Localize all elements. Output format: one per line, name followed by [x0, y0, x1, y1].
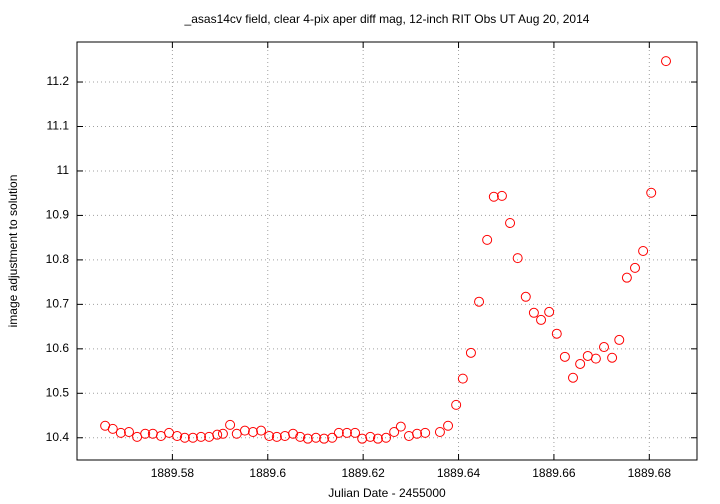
- point: [559, 351, 570, 362]
- point: [107, 423, 118, 434]
- point: [302, 433, 313, 444]
- point: [256, 425, 267, 436]
- point: [372, 433, 383, 444]
- point: [381, 432, 392, 443]
- point: [341, 427, 352, 438]
- y-axis-label: image adjustment to solution: [6, 175, 20, 328]
- point: [389, 426, 400, 437]
- point: [544, 306, 555, 317]
- point: [488, 191, 499, 202]
- y-tick-label: 11: [57, 163, 70, 177]
- point: [196, 431, 206, 442]
- point: [395, 421, 406, 432]
- y-tick-label: 10.8: [46, 252, 70, 266]
- chart-title: _asas14cv field, clear 4-pix aper diff m…: [184, 12, 590, 26]
- point: [357, 433, 368, 444]
- point: [443, 420, 454, 431]
- point: [607, 352, 618, 363]
- point: [661, 56, 671, 67]
- point: [505, 217, 516, 228]
- y-tick-label: 10.5: [46, 385, 70, 399]
- point: [528, 307, 539, 318]
- point: [123, 426, 134, 437]
- point: [212, 429, 223, 440]
- x-tick-label: 1889.66: [532, 466, 576, 480]
- point: [575, 358, 586, 369]
- point: [482, 234, 493, 245]
- point: [434, 426, 445, 437]
- x-tick-label: 1889.62: [341, 466, 385, 480]
- point: [365, 431, 376, 442]
- point: [621, 272, 632, 283]
- point: [465, 347, 476, 358]
- x-tick-label: 1889.58: [151, 466, 195, 480]
- point: [279, 430, 290, 441]
- point: [288, 428, 299, 439]
- point: [451, 399, 462, 410]
- point: [568, 372, 578, 383]
- y-tick-label: 11.1: [47, 119, 70, 133]
- point: [333, 427, 344, 438]
- point: [310, 432, 321, 443]
- x-tick-label: 1889.6: [249, 466, 286, 480]
- point: [614, 334, 625, 345]
- point: [239, 425, 250, 436]
- point: [551, 328, 562, 339]
- point: [536, 314, 547, 325]
- point: [179, 432, 190, 443]
- point: [412, 428, 423, 439]
- x-axis-label: Julian Date - 2455000: [328, 486, 446, 500]
- y-tick-label: 10.9: [46, 208, 70, 222]
- point: [319, 433, 330, 444]
- point: [457, 373, 468, 384]
- point: [225, 419, 236, 430]
- x-tick-label: 1889.64: [437, 466, 481, 480]
- y-tick-label: 10.7: [46, 297, 70, 311]
- point: [646, 187, 657, 198]
- plot-border: [76, 41, 698, 461]
- point: [630, 262, 640, 273]
- point: [520, 291, 531, 302]
- point: [172, 430, 183, 441]
- point: [590, 353, 601, 364]
- point: [420, 427, 431, 438]
- point: [638, 246, 649, 256]
- point: [247, 426, 258, 437]
- point: [599, 342, 609, 353]
- point: [350, 427, 361, 438]
- point: [496, 190, 507, 201]
- point: [271, 431, 282, 442]
- y-tick-label: 10.6: [46, 341, 70, 355]
- y-tick-label: 10.4: [46, 430, 70, 444]
- point: [295, 431, 306, 442]
- y-tick-label: 11.2: [47, 74, 70, 88]
- point: [474, 296, 485, 307]
- point: [115, 427, 126, 438]
- point: [217, 428, 228, 439]
- point: [327, 432, 338, 443]
- point: [187, 432, 198, 443]
- point: [264, 430, 275, 441]
- point: [512, 253, 523, 264]
- point: [403, 430, 414, 441]
- point: [140, 428, 151, 439]
- x-tick-label: 1889.68: [628, 466, 672, 480]
